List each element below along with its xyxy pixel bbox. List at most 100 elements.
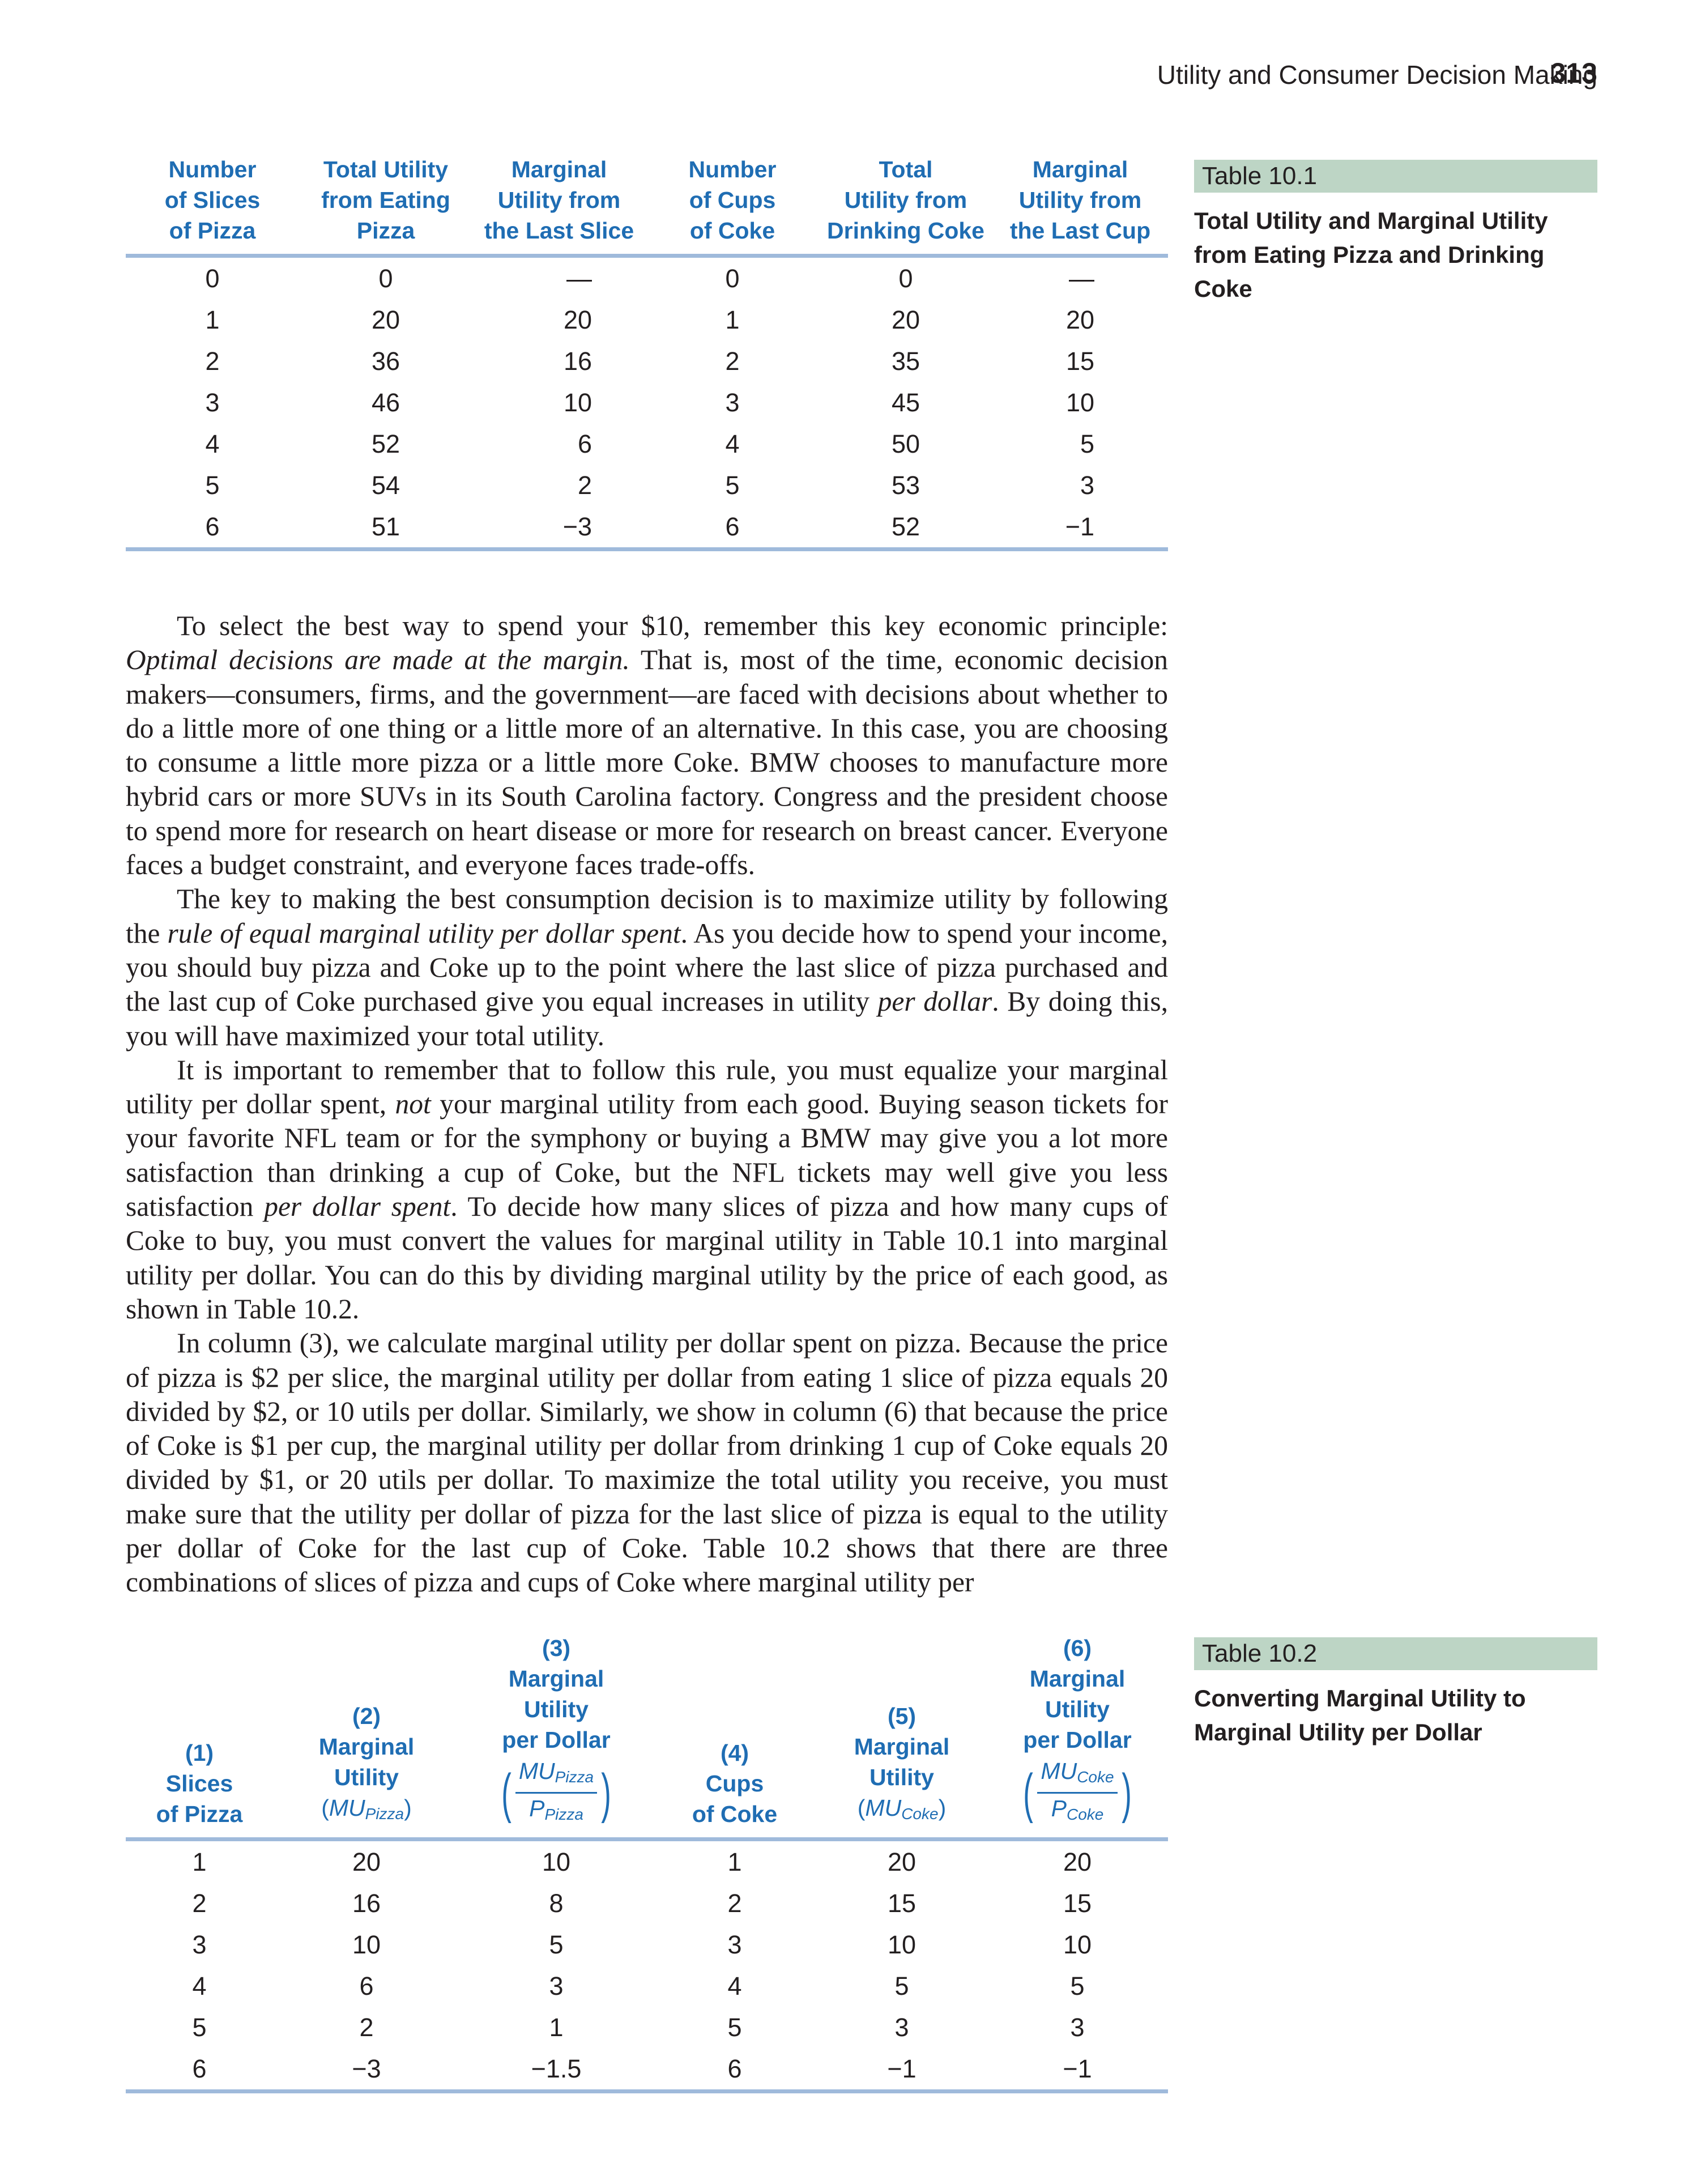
table-cell: 10 xyxy=(1063,1930,1092,1959)
table-cell: 15 xyxy=(1063,1888,1092,1918)
table-row: 5 2 1 5 3 3 xyxy=(126,2007,1168,2048)
table-cell: 20 xyxy=(371,305,400,334)
table-cell: 3 xyxy=(192,1930,207,1959)
table-cell: 6 xyxy=(653,2048,817,2093)
page-number: 313 xyxy=(1550,57,1597,89)
table-1-header-total-utility-pizza: Total Utility from Eating Pizza xyxy=(299,154,472,258)
table-cell: 52 xyxy=(819,506,992,551)
table-2-header-col-3: (3) Marginal Utility per Dollar (MUPizza PPi… xyxy=(460,1633,653,1841)
table-2-body: 1 20 10 1 20 20 2 16 8 2 15 15 3 10 5 3 10 10 4 6 3 4 5 5 5 2 1 5 3 3… xyxy=(126,1840,1168,2093)
table-cell: 5 xyxy=(549,1930,564,1959)
table-row: 2 36 16 2 35 15 xyxy=(126,340,1168,382)
table-cell: 20 xyxy=(1065,305,1094,334)
table-row: 3 10 5 3 10 10 xyxy=(126,1924,1168,1965)
mu-coke-over-p-coke-fraction: (MUCoke PCoke) xyxy=(1023,1758,1132,1824)
table-cell: 0 xyxy=(205,263,220,293)
table-cell: 46 xyxy=(371,388,400,417)
table-1-body: 0 0—0 0—1 20 20 1 20 20 2 36 16 2 35 15 3 46 10 3 45 10 4 52 6… xyxy=(126,256,1168,551)
running-head-title: Utility and Consumer Decision Making xyxy=(1157,60,1597,90)
table-2-header-col-4: (4) Cups of Coke xyxy=(653,1633,817,1841)
table-cell: 4 xyxy=(727,1971,742,2000)
table-10-2: (1) Slices of Pizza (2) Marginal Utility (MUP… xyxy=(126,1633,1168,2093)
table-cell: 3 xyxy=(1080,470,1094,500)
table-cell: 5 xyxy=(205,470,220,500)
table-cell: −1 xyxy=(987,2048,1168,2093)
table-cell: 4 xyxy=(192,1971,207,2000)
table-2-header-col-2: (2) Marginal Utility (MUPizza) xyxy=(273,1633,460,1841)
table-cell: 0 xyxy=(378,263,393,293)
table-cell: 2 xyxy=(205,346,220,376)
table-cell: 2 xyxy=(192,1888,207,1918)
table-cell: 5 xyxy=(894,1971,909,2000)
paragraph-3: It is important to remember that to foll… xyxy=(126,1054,1168,1325)
table-cell: 1 xyxy=(725,305,740,334)
table-cell: 2 xyxy=(359,2012,374,2042)
table-cell: 1 xyxy=(205,305,220,334)
table-cell: 6 xyxy=(126,2048,273,2093)
paragraph-2: The key to making the best consumption d… xyxy=(126,883,1168,1051)
table-cell: 50 xyxy=(891,429,920,458)
table-row: 1 20 10 1 20 20 xyxy=(126,1840,1168,1883)
table-cell: 5 xyxy=(192,2012,207,2042)
table-cell: — xyxy=(1069,263,1094,293)
table-2-label: Table 10.2 xyxy=(1194,1637,1597,1670)
table-cell: 53 xyxy=(891,470,920,500)
table-2-header-col-5: (5) Marginal Utility (MUCoke) xyxy=(817,1633,987,1841)
table-1-header-marginal-utility-slice: Marginal Utility from the Last Slice xyxy=(472,154,646,258)
table-cell: 16 xyxy=(352,1888,381,1918)
table-cell: 2 xyxy=(577,470,592,500)
table-cell: 10 xyxy=(887,1930,917,1959)
table-cell: −1 xyxy=(817,2048,987,2093)
table-row: 2 16 8 2 15 15 xyxy=(126,1883,1168,1924)
table-cell: 5 xyxy=(727,2012,742,2042)
table-2-header-row: (1) Slices of Pizza (2) Marginal Utility (MUP… xyxy=(126,1633,1168,1841)
table-cell: 0 xyxy=(898,263,913,293)
table-1-label: Table 10.1 xyxy=(1194,160,1597,193)
table-cell: 5 xyxy=(1080,429,1094,458)
table-cell: 4 xyxy=(725,429,740,458)
table-cell: 20 xyxy=(887,1847,917,1876)
table-cell: 20 xyxy=(891,305,920,334)
table-2-title: Converting Marginal Utility to Marginal … xyxy=(1194,1685,1526,1746)
table-cell: 20 xyxy=(563,305,592,334)
table-cell: 54 xyxy=(371,470,400,500)
table-row: 6 −3 −1.5 6 −1 −1 xyxy=(126,2048,1168,2093)
table-cell: 3 xyxy=(725,388,740,417)
body-text: To select the best way to spend your $10… xyxy=(126,609,1168,1600)
table-row: 4 52 6 4 50 5 xyxy=(126,423,1168,465)
table-cell: 10 xyxy=(1065,388,1094,417)
table-cell: 1 xyxy=(727,1847,742,1876)
mu-pizza-over-p-pizza-fraction: (MUPizza PPizza) xyxy=(501,1758,611,1824)
table-row: 3 46 10 3 45 10 xyxy=(126,382,1168,423)
table-cell: 1 xyxy=(192,1847,207,1876)
table-cell: 45 xyxy=(891,388,920,417)
table-cell: 20 xyxy=(352,1847,381,1876)
table-cell: 10 xyxy=(352,1930,381,1959)
table-10-1: Number of Slices of Pizza Total Utility fro… xyxy=(126,154,1168,551)
paragraph-4: In column (3), we calculate marginal uti… xyxy=(126,1327,1168,1598)
table-cell: 15 xyxy=(887,1888,917,1918)
table-cell: 4 xyxy=(205,429,220,458)
table-cell: 10 xyxy=(542,1847,571,1876)
table-cell: 3 xyxy=(727,1930,742,1959)
table-row: 4 6 3 4 5 5 xyxy=(126,1965,1168,2007)
table-cell: 3 xyxy=(894,2012,909,2042)
table-row: 1 20 20 1 20 20 xyxy=(126,299,1168,340)
table-1-header-row: Number of Slices of Pizza Total Utility fro… xyxy=(126,154,1168,258)
table-1-header-cups: Number of Cups of Coke xyxy=(646,154,819,258)
table-cell: 35 xyxy=(891,346,920,376)
table-cell: 6 xyxy=(359,1971,374,2000)
table-cell: 36 xyxy=(371,346,400,376)
table-cell: 20 xyxy=(1063,1847,1092,1876)
table-cell: 3 xyxy=(549,1971,564,2000)
table-row: 6 51 −3 6 52 −1 xyxy=(126,506,1168,551)
table-cell: −1 xyxy=(992,506,1168,551)
table-cell: 3 xyxy=(1070,2012,1085,2042)
table-cell: −3 xyxy=(273,2048,460,2093)
table-2-header-col-1: (1) Slices of Pizza xyxy=(126,1633,273,1841)
table-cell: 3 xyxy=(205,388,220,417)
table-cell: 1 xyxy=(549,2012,564,2042)
table-cell: 5 xyxy=(1070,1971,1085,2000)
table-cell: −1.5 xyxy=(460,2048,653,2093)
table-cell: 6 xyxy=(577,429,592,458)
